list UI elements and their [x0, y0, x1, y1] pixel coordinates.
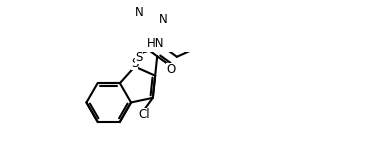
Text: S: S [135, 51, 142, 64]
Text: S: S [131, 57, 138, 70]
Text: N: N [135, 6, 144, 19]
Text: O: O [166, 63, 175, 76]
Text: N: N [159, 13, 168, 26]
Text: HN: HN [147, 37, 164, 50]
Text: Cl: Cl [138, 108, 149, 121]
